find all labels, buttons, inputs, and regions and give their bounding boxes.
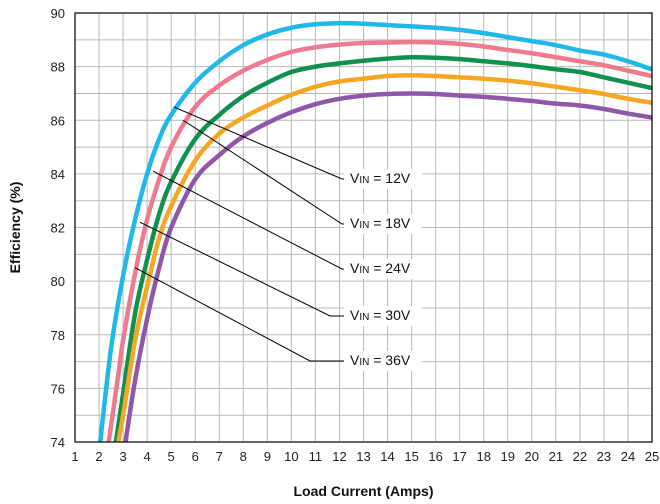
x-tick-label: 8 xyxy=(240,449,247,464)
x-tick-label: 7 xyxy=(216,449,223,464)
y-tick-label: 76 xyxy=(51,381,65,396)
x-tick-label: 9 xyxy=(264,449,271,464)
annotation-box xyxy=(344,351,422,371)
x-tick-label: 22 xyxy=(573,449,587,464)
x-tick-label: 1 xyxy=(71,449,78,464)
series-annotation-label: VIN = 30V xyxy=(350,307,411,323)
x-tick-label: 17 xyxy=(452,449,466,464)
series-annotation-label: VIN = 18V xyxy=(350,215,411,231)
y-axis-label: Efficiency (%) xyxy=(7,182,23,274)
y-tick-label: 90 xyxy=(51,6,65,21)
x-tick-label: 23 xyxy=(597,449,611,464)
x-tick-label: 18 xyxy=(476,449,490,464)
series-annotation-label: VIN = 12V xyxy=(350,170,411,186)
y-tick-label: 80 xyxy=(51,274,65,289)
x-tick-label: 15 xyxy=(404,449,418,464)
x-tick-label: 2 xyxy=(95,449,102,464)
y-tick-label: 84 xyxy=(51,167,65,182)
series-annotations: VIN = 12V VIN = 18V VIN = 24V VIN = 30V VIN … xyxy=(344,169,422,371)
x-tick-label: 14 xyxy=(380,449,394,464)
x-tick-label: 20 xyxy=(525,449,539,464)
annotation-leader xyxy=(173,106,348,180)
x-tick-label: 19 xyxy=(501,449,515,464)
x-tick-label: 21 xyxy=(549,449,563,464)
annotation-leader xyxy=(139,221,348,317)
series-line-3 xyxy=(113,54,652,442)
x-axis-label: Load Current (Amps) xyxy=(294,483,434,499)
x-tick-label: 16 xyxy=(428,449,442,464)
x-tick-labels: 1 2 3 4 5 6 7 8 9 10 11 12 13 14 15 16 17 18 19 20 21 22 23 24 2… xyxy=(71,449,659,464)
series-annotation-label: VIN = 24V xyxy=(350,260,411,276)
x-tick-label: 25 xyxy=(645,449,659,464)
x-tick-label: 24 xyxy=(621,449,635,464)
annotation-box xyxy=(344,169,422,189)
annotation-box xyxy=(344,214,422,234)
x-tick-label: 11 xyxy=(309,449,323,464)
series-line-2 xyxy=(106,39,652,442)
annotation-leader xyxy=(182,119,348,225)
series-lines xyxy=(98,20,652,442)
x-tick-label: 5 xyxy=(168,449,175,464)
series-line-1 xyxy=(98,20,652,442)
annotation-box xyxy=(344,259,422,279)
series-line-5 xyxy=(123,91,652,442)
annotation-leader xyxy=(134,267,348,362)
y-tick-label: 86 xyxy=(51,113,65,128)
x-tick-label: 3 xyxy=(119,449,126,464)
y-tick-label: 88 xyxy=(51,60,65,75)
y-tick-labels: 74 76 78 80 82 84 86 88 90 xyxy=(51,6,65,450)
y-tick-label: 78 xyxy=(51,328,65,343)
x-tick-label: 12 xyxy=(332,449,346,464)
y-tick-label: 74 xyxy=(51,435,65,450)
x-tick-label: 13 xyxy=(356,449,370,464)
series-line-4 xyxy=(116,72,652,442)
y-tick-label: 82 xyxy=(51,221,65,236)
x-tick-label: 10 xyxy=(284,449,298,464)
x-tick-label: 4 xyxy=(144,449,151,464)
plot-frame xyxy=(74,12,653,443)
annotation-box xyxy=(344,306,422,326)
x-tick-label: 6 xyxy=(192,449,199,464)
series-annotation-label: VIN = 36V xyxy=(350,352,411,368)
